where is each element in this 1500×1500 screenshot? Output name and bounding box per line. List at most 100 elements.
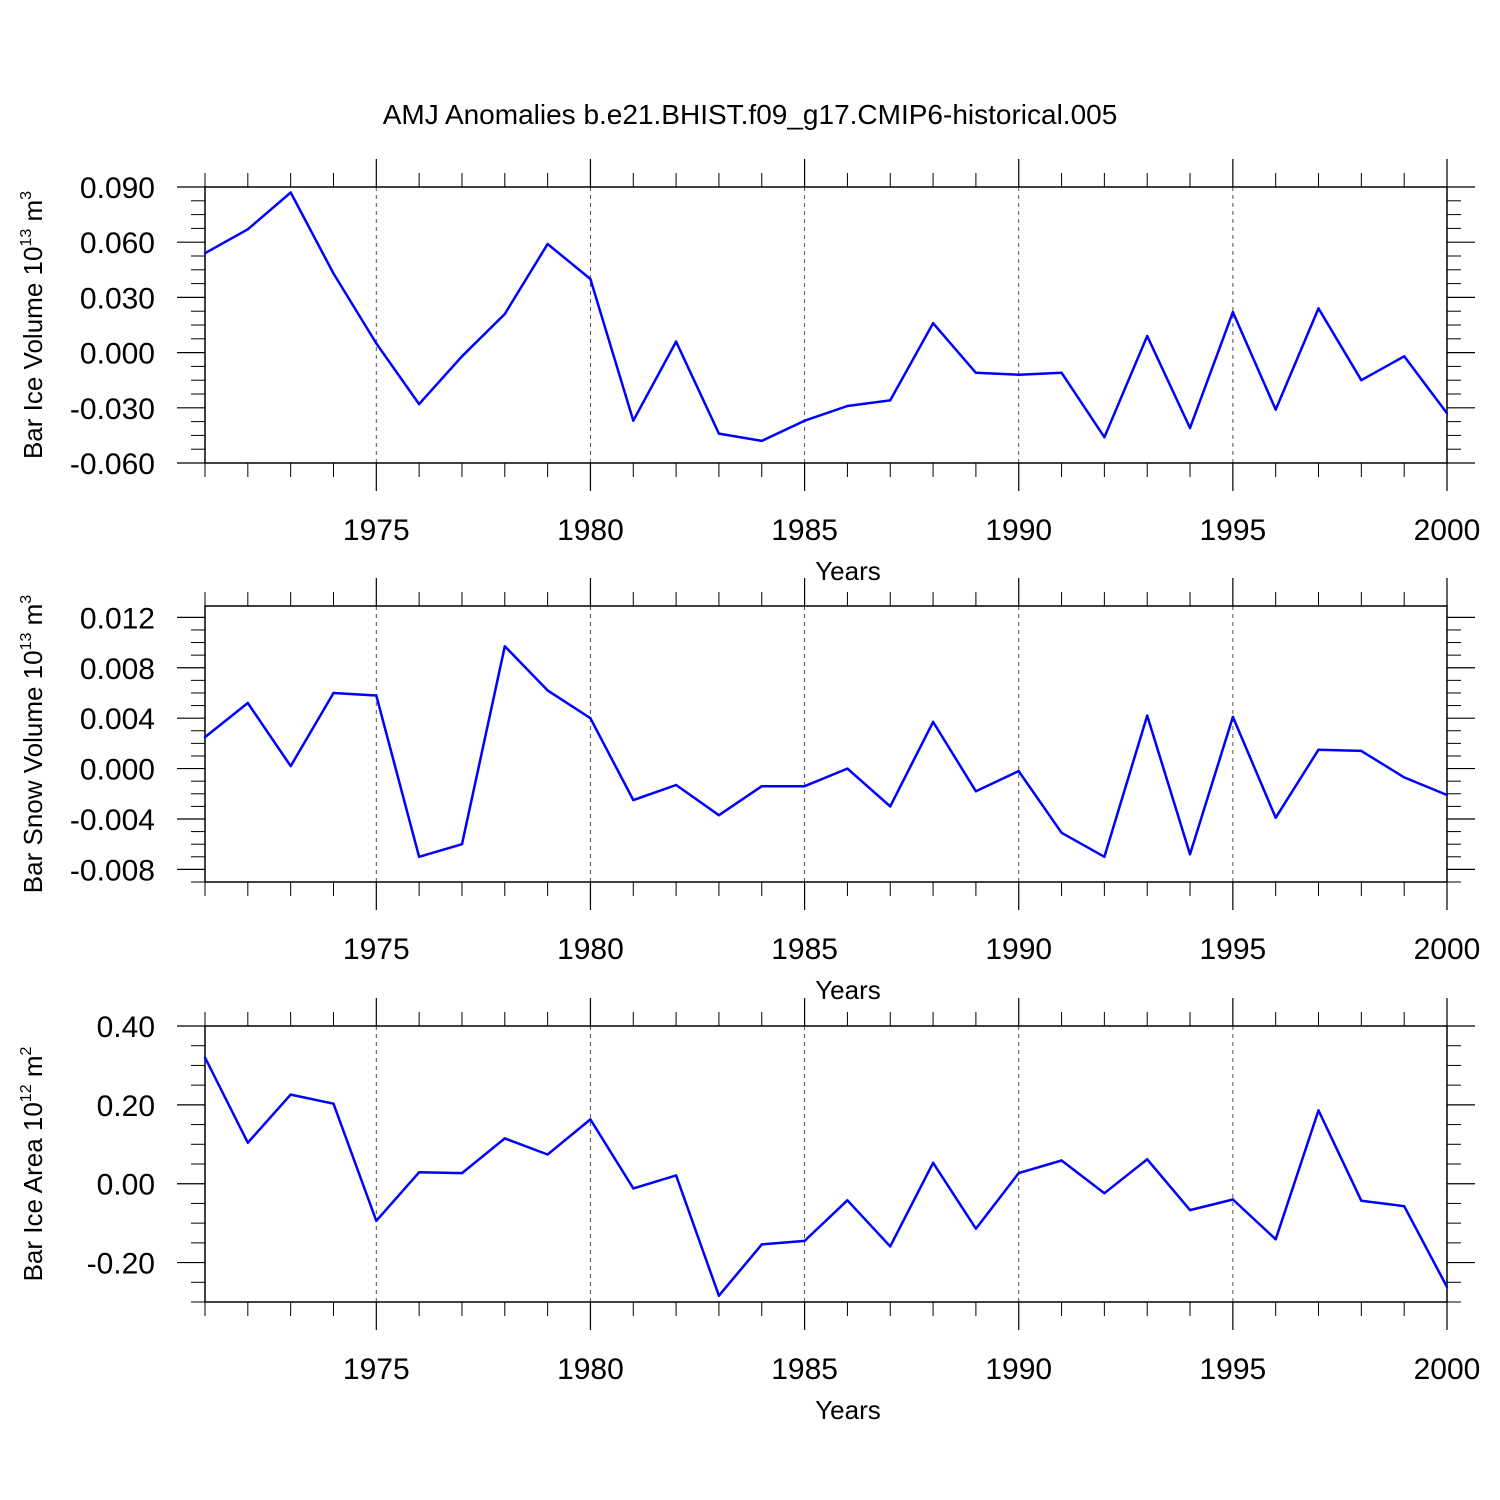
data-point [246, 228, 250, 231]
data-point [974, 790, 978, 793]
data-point [417, 402, 421, 406]
data-point [1060, 371, 1063, 375]
x-tick-label: 1975 [343, 933, 410, 966]
y-tick-label: -0.20 [87, 1248, 155, 1281]
data-point [632, 1187, 635, 1190]
data-point [717, 1294, 721, 1297]
data-point [375, 342, 378, 345]
data-point [289, 764, 292, 768]
data-point [332, 1102, 335, 1105]
data-point [1060, 831, 1063, 835]
data-point [974, 1227, 978, 1230]
data-point [674, 1174, 678, 1177]
data-point [760, 1243, 763, 1246]
x-tick-label: 2000 [1414, 933, 1481, 966]
data-point [1146, 714, 1149, 717]
data-point [1402, 776, 1406, 779]
data-point [931, 321, 935, 325]
data-point [503, 312, 506, 316]
y-label-unit: m [18, 604, 48, 633]
x-tick-label: 1995 [1199, 1353, 1266, 1386]
data-point [1274, 408, 1277, 411]
data-point [246, 1141, 250, 1144]
figure-title: AMJ Anomalies b.e21.BHIST.f09_g17.CMIP6-… [383, 99, 1118, 130]
data-point [1445, 412, 1449, 415]
plot-frame [204, 186, 1448, 464]
data-point [589, 1118, 592, 1121]
data-point [760, 439, 763, 443]
data-point [632, 798, 635, 802]
y-tick-label: 0.090 [80, 172, 155, 205]
data-point [674, 783, 678, 787]
x-tick-label: 2000 [1414, 1353, 1481, 1386]
y-tick-label: 0.000 [80, 754, 155, 787]
data-point [717, 432, 721, 435]
data-point [1188, 426, 1192, 430]
series-line-1 [204, 191, 1448, 443]
y-label-unit: m [18, 1055, 48, 1084]
data-point [931, 720, 935, 724]
panels: 0.090 0.060 0.030 0.000 -0.030 -0.060 1975 1980… [18, 159, 1480, 1425]
data-point [589, 277, 592, 281]
data-point [460, 842, 464, 846]
data-point [889, 399, 892, 402]
data-point [1402, 1204, 1406, 1208]
y-tick-label: 0.030 [80, 282, 155, 315]
data-point [1360, 1199, 1363, 1202]
data-point [1188, 1208, 1192, 1212]
y-axis-label: Bar Ice Area 1012 m2 [18, 1046, 48, 1281]
x-tick-label: 1995 [1199, 933, 1266, 966]
x-tick-label: 1980 [557, 514, 624, 547]
data-point [889, 805, 892, 808]
data-point [846, 1199, 849, 1202]
chart-panel-2: 0.012 0.008 0.004 0.000 -0.004 -0.008 1975 1980… [18, 578, 1480, 1005]
y-tick-label: 0.00 [97, 1169, 155, 1202]
data-point [931, 1161, 935, 1165]
data-point [289, 1093, 292, 1096]
data-point [1060, 1159, 1063, 1162]
data-point [546, 689, 549, 692]
series-line-3 [203, 1056, 1449, 1297]
data-point [203, 1056, 207, 1059]
plot-frame [204, 605, 1448, 883]
y-tick-label: -0.008 [70, 854, 155, 887]
data-point [803, 1239, 806, 1243]
data-point [760, 785, 763, 788]
data-point [1231, 310, 1235, 314]
data-point [246, 701, 250, 705]
data-point [375, 1219, 378, 1222]
data-point [1103, 436, 1106, 439]
x-tick-label: 1975 [343, 1353, 410, 1386]
data-point [974, 371, 978, 375]
data-point [846, 767, 849, 770]
data-point [546, 242, 549, 246]
y-label-text: Bar Snow Volume 10 [18, 650, 48, 893]
plot-frame [204, 1025, 1448, 1303]
data-point [1317, 1109, 1320, 1112]
data-point [1231, 715, 1235, 719]
x-tick-label: 2000 [1414, 514, 1481, 547]
x-tick-label: 1975 [343, 514, 410, 547]
x-tick-label: 1985 [771, 1353, 838, 1386]
chart-panel-1: 0.090 0.060 0.030 0.000 -0.030 -0.060 1975 1980… [18, 159, 1480, 586]
x-tick-label: 1990 [985, 933, 1052, 966]
data-point [417, 855, 421, 858]
y-label-exponent: 12 [18, 1084, 35, 1102]
data-point [332, 272, 335, 275]
data-point [1360, 749, 1363, 753]
data-point [203, 735, 207, 739]
y-tick-label: 0.40 [97, 1011, 155, 1044]
y-label-unit-exponent: 2 [18, 1046, 35, 1055]
data-point [1146, 1158, 1149, 1161]
data-point [1146, 334, 1149, 338]
data-point [717, 814, 721, 817]
data-point [460, 1171, 464, 1175]
data-point [674, 340, 678, 343]
y-tick-label: 0.000 [80, 338, 155, 371]
y-tick-label: 0.004 [80, 703, 155, 736]
y-label-text: Bar Ice Volume 10 [18, 247, 48, 459]
data-point [1445, 793, 1449, 797]
data-point [589, 716, 592, 720]
chart-panel-3: 0.40 0.20 0.00 -0.20 1975 1980 1985 1990 1995 200… [18, 998, 1480, 1425]
